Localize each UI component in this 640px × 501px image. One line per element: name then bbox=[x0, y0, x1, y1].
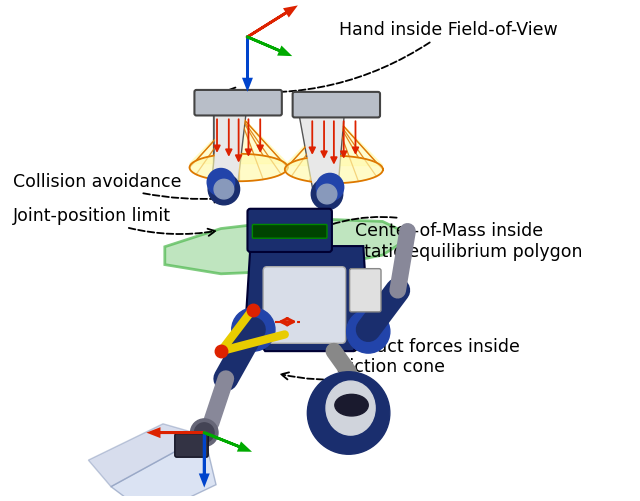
Circle shape bbox=[307, 372, 390, 454]
Polygon shape bbox=[189, 154, 288, 182]
Polygon shape bbox=[246, 246, 368, 351]
Text: Center-of-Mass inside
static equilibrium polygon: Center-of-Mass inside static equilibrium… bbox=[290, 217, 582, 260]
FancyBboxPatch shape bbox=[175, 434, 208, 457]
Polygon shape bbox=[189, 114, 288, 164]
FancyArrow shape bbox=[244, 38, 251, 89]
FancyBboxPatch shape bbox=[349, 269, 381, 312]
Text: Joint-position limit: Joint-position limit bbox=[13, 207, 215, 236]
FancyArrow shape bbox=[201, 433, 208, 484]
Polygon shape bbox=[165, 219, 412, 274]
Circle shape bbox=[214, 180, 234, 199]
FancyArrow shape bbox=[150, 429, 204, 436]
FancyBboxPatch shape bbox=[292, 93, 380, 118]
Text: Hand inside Field-of-View: Hand inside Field-of-View bbox=[228, 21, 558, 96]
FancyArrow shape bbox=[204, 433, 248, 450]
Circle shape bbox=[232, 308, 275, 351]
Polygon shape bbox=[111, 436, 216, 501]
FancyBboxPatch shape bbox=[195, 91, 282, 116]
Circle shape bbox=[317, 185, 337, 204]
Circle shape bbox=[311, 179, 342, 210]
Circle shape bbox=[316, 174, 344, 201]
Ellipse shape bbox=[335, 395, 368, 416]
Circle shape bbox=[347, 310, 390, 353]
FancyBboxPatch shape bbox=[252, 225, 327, 239]
Circle shape bbox=[191, 419, 218, 446]
Polygon shape bbox=[285, 156, 383, 184]
Circle shape bbox=[207, 169, 235, 196]
Text: Collision avoidance: Collision avoidance bbox=[13, 173, 221, 203]
FancyBboxPatch shape bbox=[248, 209, 332, 253]
Polygon shape bbox=[88, 424, 204, 486]
FancyArrow shape bbox=[248, 38, 289, 56]
FancyBboxPatch shape bbox=[263, 267, 346, 344]
FancyArrow shape bbox=[248, 9, 294, 38]
Polygon shape bbox=[285, 116, 383, 166]
Circle shape bbox=[195, 423, 214, 442]
Text: Contact forces inside
friction cone: Contact forces inside friction cone bbox=[281, 337, 520, 380]
Ellipse shape bbox=[326, 381, 375, 435]
Circle shape bbox=[208, 174, 239, 205]
